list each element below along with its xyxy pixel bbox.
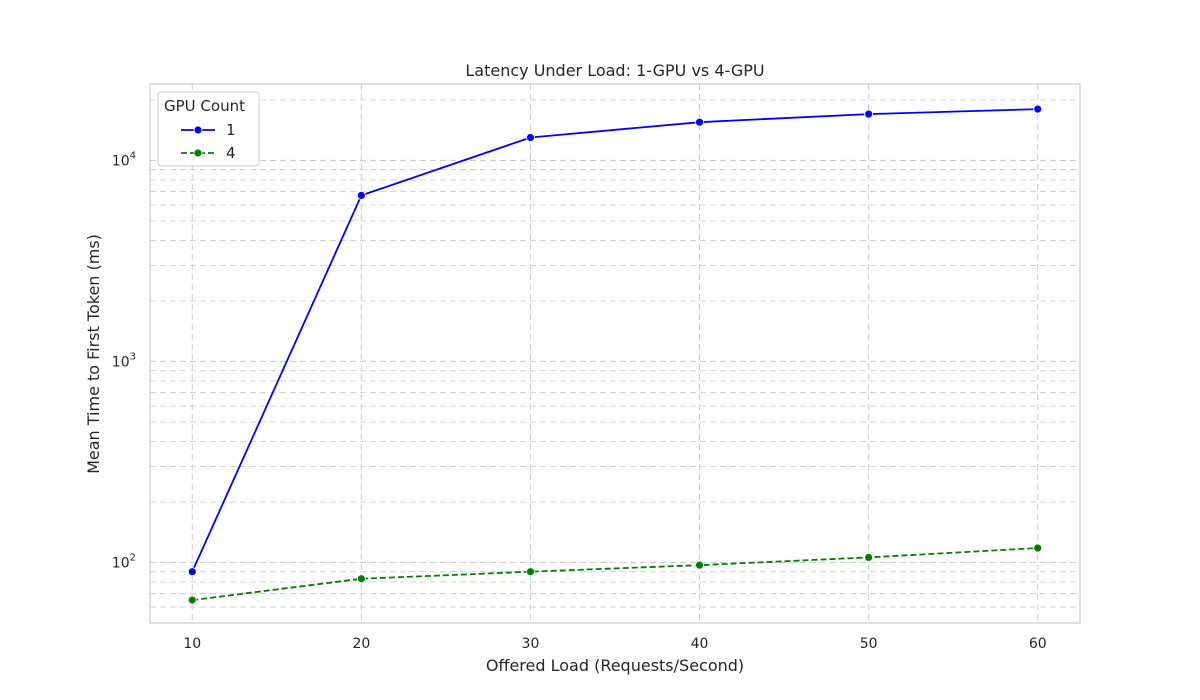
x-tick-label: 30 [522,636,540,652]
x-tick-label: 20 [352,636,370,652]
data-point [864,552,874,562]
data-point [526,133,535,142]
data-point [356,574,366,584]
series-line-4 [192,547,1038,601]
y-tick-label: 104 [112,150,136,169]
legend-label-1: 1 [226,121,236,139]
plot-frame [149,83,1081,624]
data-point [526,567,535,577]
series-line-1 [191,108,1038,573]
legend-marker-1 [193,125,203,135]
legend-title: GPU Count [164,97,245,115]
data-point [695,560,704,570]
y-axis-ticks: 102 103 104 [112,150,136,571]
y-tick-label: 103 [112,351,136,370]
data-point [695,117,704,127]
legend: GPU Count 1 4 [157,91,260,167]
chart-title: Latency Under Load: 1-GPU vs 4-GPU [465,61,764,80]
series-layer [187,104,1043,605]
data-point [1033,543,1043,553]
data-point [187,595,197,605]
x-tick-label: 40 [691,636,709,652]
data-point [1033,104,1043,114]
y-axis-title: Mean Time to First Token (ms) [84,234,103,474]
x-tick-label: 60 [1029,636,1047,652]
legend-box [157,91,260,167]
legend-entry-1: 1 [181,121,236,139]
legend-marker-4 [193,148,203,158]
series-4 [187,543,1043,605]
y-tick-label: 102 [112,552,136,571]
data-point [864,109,874,119]
x-axis-title: Offered Load (Requests/Second) [486,656,744,675]
data-point [356,190,366,200]
series-1 [187,104,1043,577]
legend-label-4: 4 [226,144,236,162]
plot-area [150,84,1080,623]
grid-lines [150,84,1080,624]
x-tick-label: 50 [860,636,878,652]
legend-entry-4: 4 [181,144,236,162]
x-axis-ticks: 10 20 30 40 50 60 [183,636,1046,652]
data-point [187,567,197,577]
x-tick-label: 10 [183,636,201,652]
